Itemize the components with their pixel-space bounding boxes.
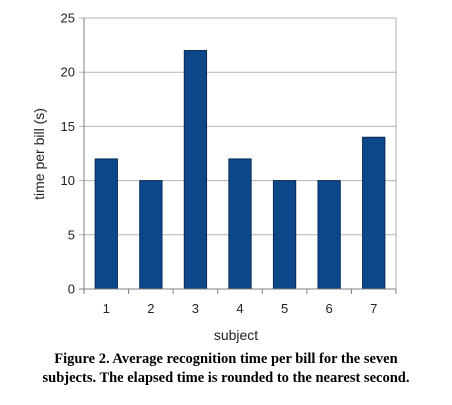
bar-subject-4 <box>228 158 252 290</box>
x-tick-label: 3 <box>192 301 199 316</box>
bar-subject-3 <box>183 50 208 290</box>
x-tick-label: 1 <box>103 301 110 316</box>
caption-line-1: Figure 2. Average recognition time per b… <box>54 351 398 367</box>
x-tick-label: 7 <box>370 301 377 316</box>
x-tick-label: 6 <box>326 301 333 316</box>
x-tick-label: 5 <box>281 301 288 316</box>
y-tick-label: 10 <box>61 173 75 188</box>
y-tick-label: 15 <box>61 119 75 134</box>
bar-subject-5 <box>272 180 297 290</box>
bar-chart: 0 5 10 15 20 25 1 2 3 4 5 6 7 time per bill (s) sub… <box>31 11 397 343</box>
y-axis-ticks: 0 5 10 15 20 25 <box>61 11 75 297</box>
bar-subject-1 <box>94 158 118 290</box>
x-axis-title: subject <box>214 327 258 343</box>
y-tick-label: 20 <box>61 65 75 80</box>
bars <box>94 50 386 290</box>
y-tick-label: 25 <box>61 11 75 26</box>
bar-subject-6 <box>317 180 341 290</box>
bar-subject-2 <box>139 180 163 290</box>
y-tick-label: 0 <box>68 282 75 297</box>
figure-caption: Figure 2. Average recognition time per b… <box>0 350 452 388</box>
x-tick-label: 2 <box>147 301 154 316</box>
x-tick-label: 4 <box>236 301 243 316</box>
y-axis-title: time per bill (s) <box>31 108 47 200</box>
caption-line-2: subjects. The elapsed time is rounded to… <box>42 370 410 386</box>
axes <box>79 18 397 294</box>
bar-subject-7 <box>362 136 386 290</box>
x-axis-ticks: 1 2 3 4 5 6 7 <box>103 301 378 316</box>
y-tick-label: 5 <box>68 227 75 242</box>
